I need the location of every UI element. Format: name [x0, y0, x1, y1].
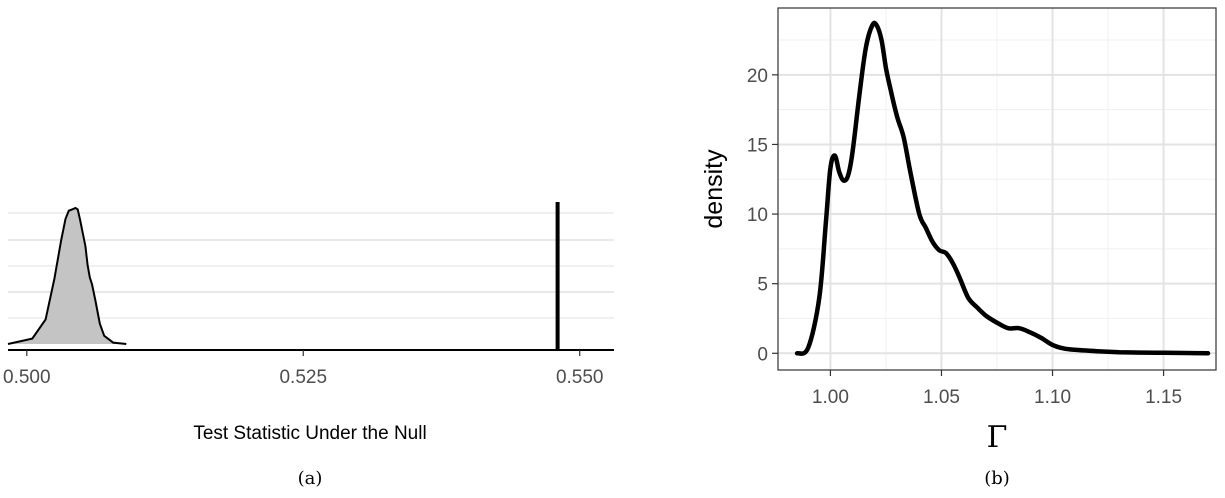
panel-b-x-tick-label: 1.00 [812, 387, 849, 408]
panel-b-y-axis-title: density [700, 149, 728, 229]
panel-b-y-tick-label: 0 [757, 344, 768, 365]
null-distribution-outline [7, 206, 127, 345]
panel-b-gridlines [778, 8, 1216, 370]
panel-a-caption: (a) [298, 468, 323, 489]
panel-b-border [777, 7, 1217, 371]
panel-b-x-tick-label: 1.05 [923, 387, 960, 408]
panel-b-y-tick-label: 20 [747, 66, 768, 87]
panel-b-x-axis-title: Γ [987, 420, 1008, 455]
panel-a-x-tick-label: 0.550 [556, 367, 604, 388]
panel-a-gridlines [8, 212, 614, 319]
panel-a-null-distribution: 0.500 0.525 0.550 Test Statistic Under the… [3, 202, 614, 489]
panel-b-caption: (b) [984, 468, 1010, 489]
panel-a-x-axis-title: Test Statistic Under the Null [193, 423, 426, 444]
panel-b-y-tick-label: 15 [747, 135, 768, 156]
density-curve [794, 20, 1211, 356]
panel-b-y-tick-label: 10 [747, 205, 768, 226]
panel-a-x-tick-label: 0.525 [279, 367, 327, 388]
panel-b-x-tick-label: 1.15 [1145, 387, 1182, 408]
panel-b-x-tick-label: 1.10 [1034, 387, 1071, 408]
panel-b-gamma-density: 1.00 1.05 1.10 1.15 0 5 10 15 20 Γ density (b) [700, 7, 1217, 489]
panel-a-x-tick-label: 0.500 [3, 367, 51, 388]
panel-a-x-ticks: 0.500 0.525 0.550 [3, 350, 603, 388]
null-distribution-area [8, 208, 127, 344]
panel-b-y-tick-label: 5 [757, 275, 768, 296]
panel-b-y-ticks: 0 5 10 15 20 [747, 66, 778, 365]
panel-b-x-ticks: 1.00 1.05 1.10 1.15 [812, 370, 1182, 408]
